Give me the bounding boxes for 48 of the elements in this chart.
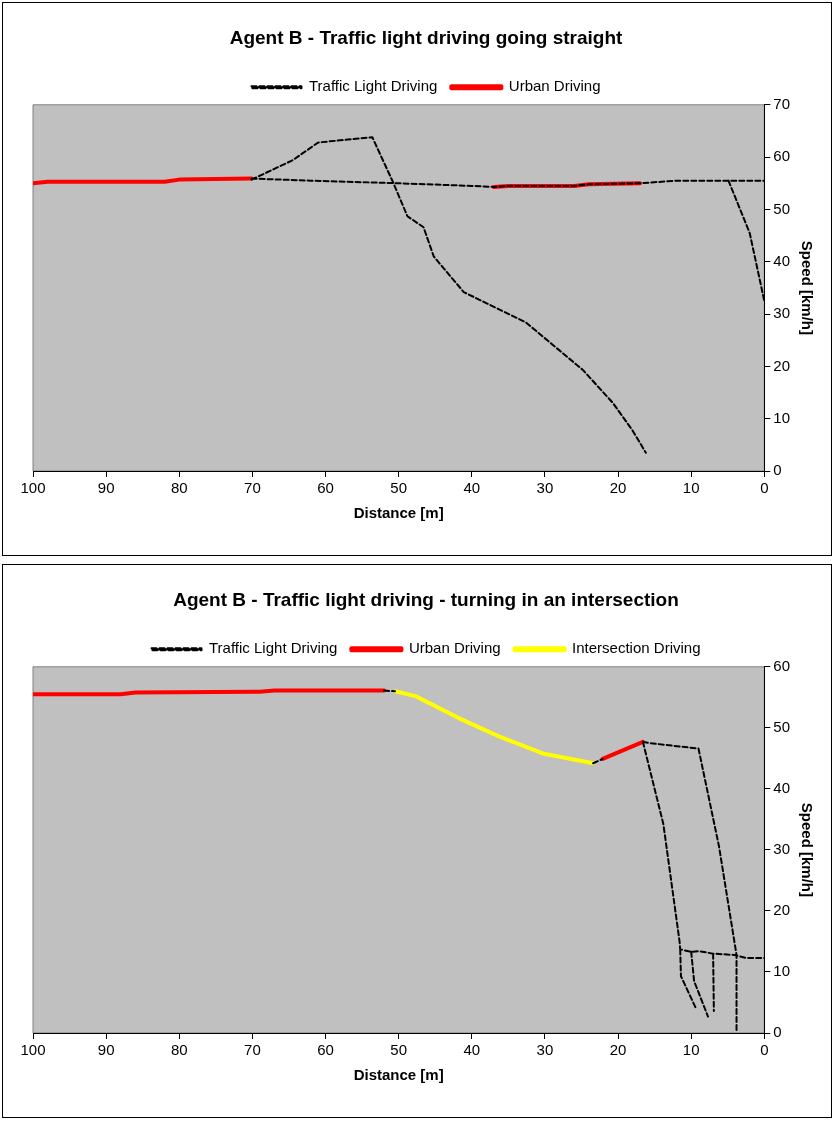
x-tick-label: 30	[536, 479, 554, 497]
x-tick-label: 20	[609, 1041, 627, 1059]
y-tick-label: 10	[773, 962, 790, 980]
x-tick-label: 90	[97, 479, 115, 497]
y-tick-label: 70	[773, 94, 790, 112]
x-tick-label: 70	[244, 1041, 261, 1059]
y-axis-title: Speed [km/h]	[798, 802, 816, 897]
x-tick-label: 0	[760, 1041, 769, 1059]
x-tick-label: 90	[97, 1041, 115, 1059]
x-tick-label: 0	[760, 479, 769, 497]
x-tick-label: 20	[609, 479, 627, 497]
x-tick-label: 10	[682, 1041, 700, 1059]
y-axis-title: Speed [km/h]	[798, 240, 816, 335]
y-tick-label: 30	[773, 840, 790, 858]
x-tick-label: 70	[244, 479, 261, 497]
y-tick-label: 50	[773, 717, 790, 735]
x-tick-label: 80	[170, 1041, 188, 1059]
legend-label: Traffic Light Driving	[209, 639, 338, 657]
x-tick-label: 80	[170, 479, 188, 497]
legend-label: Intersection Driving	[572, 639, 701, 657]
y-tick-label: 10	[773, 408, 790, 426]
legend-label: Traffic Light Driving	[308, 77, 438, 95]
legend-label: Urban Driving	[408, 639, 501, 657]
y-tick-label: 60	[773, 656, 790, 674]
x-tick-label: 100	[20, 479, 46, 497]
x-axis-title: Distance [m]	[353, 504, 444, 522]
chart-title: Agent B - Traffic light driving - turning in an intersection	[173, 588, 679, 610]
y-tick-label: 60	[773, 147, 790, 165]
x-tick-label: 10	[682, 479, 700, 497]
y-tick-label: 40	[773, 251, 790, 269]
y-tick-label: 20	[773, 901, 790, 919]
y-tick-label: 0	[773, 461, 782, 479]
x-tick-label: 50	[390, 1041, 407, 1059]
x-tick-label: 100	[20, 1041, 46, 1059]
x-tick-label: 60	[317, 479, 334, 497]
x-axis-title: Distance [m]	[353, 1066, 444, 1084]
x-tick-label: 60	[317, 1041, 334, 1059]
x-tick-label: 40	[463, 479, 481, 497]
y-tick-label: 20	[773, 356, 790, 374]
y-tick-label: 50	[773, 199, 790, 217]
chart-title: Agent B - Traffic light driving going straight	[229, 26, 623, 48]
y-tick-label: 40	[773, 779, 790, 797]
y-tick-label: 30	[773, 304, 790, 322]
x-tick-label: 40	[463, 1041, 481, 1059]
y-tick-label: 0	[773, 1023, 782, 1041]
legend-label: Urban Driving	[508, 77, 601, 95]
x-tick-label: 50	[390, 479, 407, 497]
x-tick-label: 30	[536, 1041, 554, 1059]
